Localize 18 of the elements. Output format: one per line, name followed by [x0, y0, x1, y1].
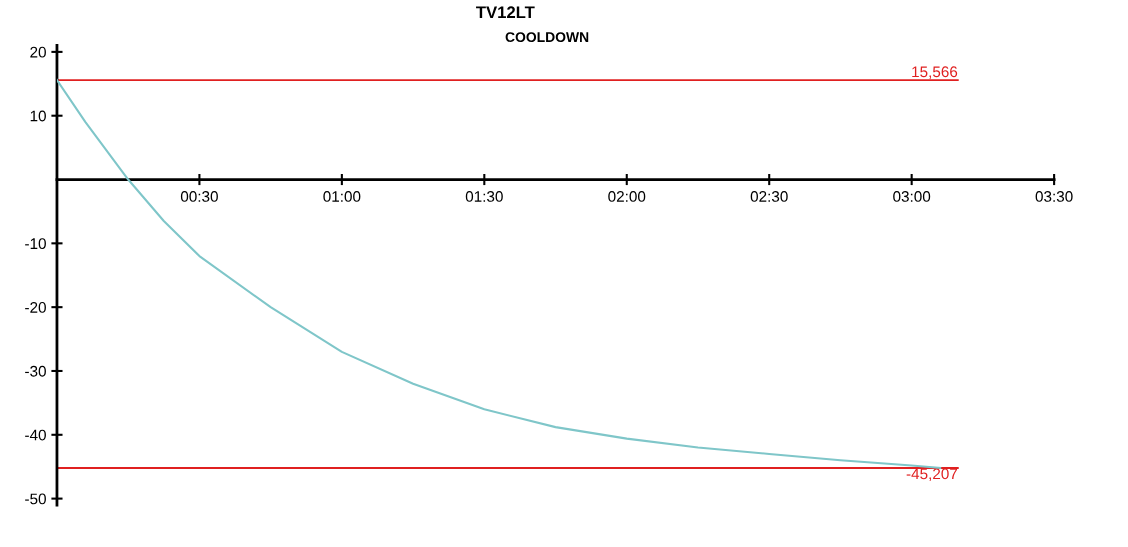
y-tick-label: -30 — [25, 365, 46, 377]
x-tick-label: 00:30 — [180, 191, 218, 202]
ref-line-label: 15,566 — [912, 66, 958, 79]
x-tick-label: 02:30 — [750, 191, 788, 202]
x-tick-label: 03:30 — [1035, 191, 1073, 202]
chart-subtitle: COOLDOWN — [505, 32, 589, 43]
y-tick-label: -40 — [25, 429, 46, 441]
line-series — [56, 78, 942, 470]
y-tick-label: -20 — [25, 302, 46, 313]
x-tick-label: 03:00 — [893, 191, 931, 202]
y-tick-label: -10 — [25, 238, 46, 250]
chart-title: TV12LT — [476, 6, 535, 18]
y-tick-label: 20 — [30, 46, 46, 58]
y-tick-label: -50 — [25, 493, 46, 505]
y-tick-label: 10 — [30, 110, 46, 122]
x-tick-label: 01:00 — [323, 191, 361, 202]
x-tick-label: 02:00 — [608, 191, 646, 202]
x-tick-label: 01:30 — [465, 191, 503, 202]
